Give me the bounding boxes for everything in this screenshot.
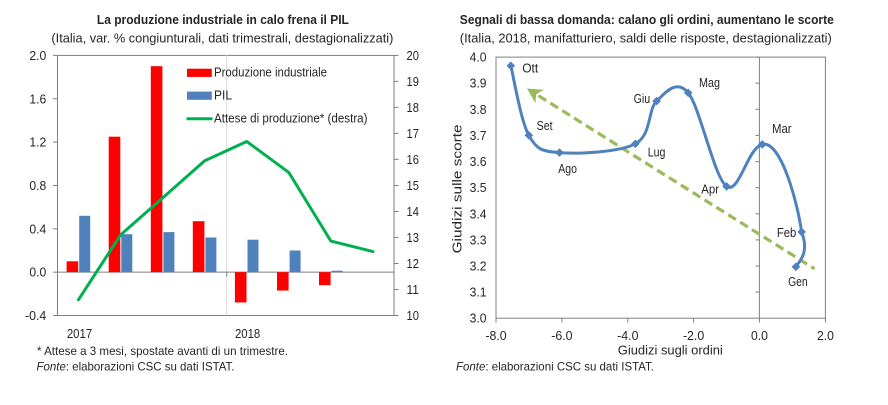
svg-text:-6.0: -6.0 [551, 328, 572, 343]
svg-text:3.1: 3.1 [470, 285, 487, 300]
svg-text:3.8: 3.8 [470, 102, 487, 117]
svg-text:Fonte: elaborazioni CSC su d: Fonte: elaborazioni CSC su dati ISTAT. [37, 360, 235, 374]
svg-text:PIL: PIL [214, 88, 232, 102]
svg-text:Ott: Ott [522, 62, 539, 76]
svg-text:(Italia, var. % congiunturali,: (Italia, var. % congiunturali, dati trim… [51, 30, 393, 45]
svg-text:13: 13 [407, 230, 419, 245]
svg-text:Giudizi sulle scorte: Giudizi sulle scorte [451, 124, 465, 253]
svg-text:18: 18 [407, 100, 419, 115]
svg-text:15: 15 [407, 178, 419, 193]
svg-text:Segnali di bassa domanda: cala: Segnali di bassa domanda: calano gli ord… [460, 12, 834, 27]
svg-text:Apr: Apr [701, 182, 719, 196]
svg-text:3.9: 3.9 [470, 76, 487, 91]
svg-text:20: 20 [407, 48, 419, 63]
svg-text:10: 10 [407, 308, 419, 323]
svg-text:2.0: 2.0 [817, 328, 834, 343]
svg-text:3.5: 3.5 [470, 180, 487, 195]
svg-text:0.0: 0.0 [29, 265, 46, 280]
svg-text:2018: 2018 [235, 326, 260, 341]
svg-text:19: 19 [407, 74, 419, 89]
svg-text:Giudizi sugli ordini: Giudizi sugli ordini [618, 343, 723, 357]
svg-text:-0.4: -0.4 [25, 308, 46, 323]
svg-text:3.7: 3.7 [470, 128, 487, 143]
svg-text:14: 14 [407, 204, 419, 219]
svg-text:11: 11 [407, 282, 419, 297]
svg-text:-2.0: -2.0 [683, 328, 704, 343]
svg-text:Gen: Gen [788, 275, 808, 289]
svg-text:17: 17 [407, 126, 419, 141]
svg-text:3.3: 3.3 [470, 232, 487, 247]
svg-text:(Italia, 2018, manifatturiero,: (Italia, 2018, manifatturiero, saldi del… [460, 30, 832, 45]
svg-text:Set: Set [537, 119, 553, 133]
svg-text:La produzione industriale in c: La produzione industriale in calo frena … [97, 12, 349, 27]
svg-text:3.0: 3.0 [470, 311, 487, 326]
svg-text:1.6: 1.6 [29, 91, 46, 106]
svg-text:Produzione industriale: Produzione industriale [214, 66, 327, 80]
svg-text:Mar: Mar [772, 122, 792, 136]
svg-text:4.0: 4.0 [470, 50, 487, 65]
svg-text:-4.0: -4.0 [617, 328, 638, 343]
svg-text:16: 16 [407, 152, 419, 167]
svg-text:Fonte: elaborazioni CSC su d: Fonte: elaborazioni CSC su dati ISTAT. [456, 360, 654, 374]
svg-text:Ago: Ago [558, 162, 577, 176]
svg-text:12: 12 [407, 256, 419, 271]
svg-text:Mag: Mag [699, 76, 720, 90]
svg-text:Attese di produzione* (destra: Attese di produzione* (destra) [214, 112, 368, 126]
svg-text:1.2: 1.2 [29, 135, 46, 150]
svg-text:3.6: 3.6 [470, 154, 487, 169]
svg-text:Lug: Lug [648, 145, 666, 159]
svg-text:0.0: 0.0 [751, 328, 768, 343]
svg-text:Feb: Feb [777, 226, 796, 240]
svg-text:2017: 2017 [67, 326, 92, 341]
svg-text:3.4: 3.4 [470, 206, 487, 221]
svg-text:0.8: 0.8 [29, 178, 46, 193]
svg-text:-8.0: -8.0 [485, 328, 506, 343]
svg-text:* Attese a 3 mesi, spostate a: * Attese a 3 mesi, spostate avanti di un… [37, 344, 288, 358]
svg-text:3.2: 3.2 [470, 259, 487, 274]
svg-text:0.4: 0.4 [29, 221, 46, 236]
svg-text:2.0: 2.0 [29, 48, 46, 63]
svg-text:Giu: Giu [634, 92, 651, 106]
